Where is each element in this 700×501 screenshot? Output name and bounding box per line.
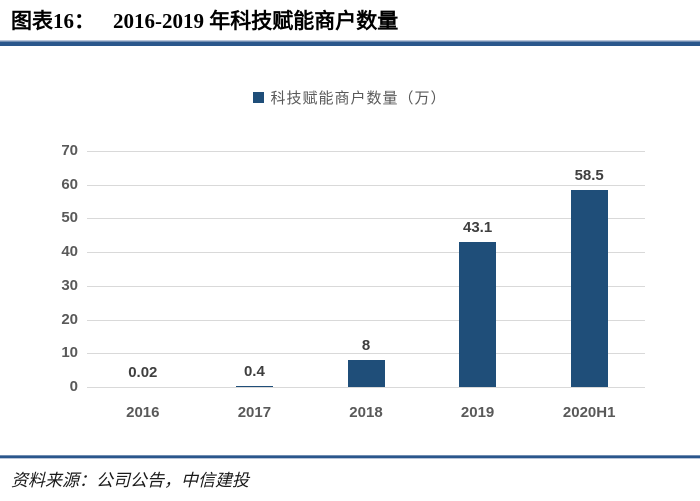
figure-number: 图表16： <box>11 9 95 33</box>
gridline <box>87 151 645 152</box>
source-note: 资料来源：公司公告，中信建投 <box>11 471 249 490</box>
gridline <box>87 218 645 220</box>
gridline <box>87 252 645 254</box>
bar-2019 <box>459 241 497 387</box>
chart-legend: 科技赋能商户数量（万） <box>0 87 700 108</box>
x-axis-label-2019: 2019 <box>460 404 495 421</box>
bar-2018 <box>347 360 385 387</box>
gridline <box>87 387 645 388</box>
x-axis-label-2016: 2016 <box>126 404 160 421</box>
gridline <box>87 319 645 321</box>
x-axis-label-2017: 2017 <box>237 404 272 421</box>
footer-divider <box>0 455 700 459</box>
data-label-2020H1: 58.5 <box>574 166 604 184</box>
figure-title: 图表16： 2016-2019 年科技赋能商户数量 <box>11 5 691 35</box>
bar-chart: 科技赋能商户数量（万） 0 10 20 30 40 50 60 70 0.02 2016 0.4 20… <box>0 87 700 421</box>
legend-swatch <box>253 92 265 103</box>
data-label-2019: 43.1 <box>462 218 493 236</box>
data-label-2017: 0.4 <box>243 362 265 380</box>
y-axis-tick-label: 40 <box>61 243 78 261</box>
y-axis-tick-label: 60 <box>61 175 78 193</box>
legend-label: 科技赋能商户数量（万） <box>270 90 447 107</box>
y-axis-tick-label: 70 <box>61 142 78 159</box>
data-label-2016: 0.02 <box>128 363 158 381</box>
gridline <box>87 353 645 355</box>
x-axis-label-2018: 2018 <box>349 404 383 421</box>
y-axis-tick-label: 0 <box>69 378 78 395</box>
x-axis-label-2020H1: 2020H1 <box>562 404 616 421</box>
y-axis-tick-label: 20 <box>61 310 78 328</box>
bar-2020H1 <box>570 189 608 387</box>
bar-2017 <box>235 385 273 387</box>
figure-title-text: 2016-2019 年科技赋能商户数量 <box>113 9 399 33</box>
data-label-2018: 8 <box>361 337 371 355</box>
y-axis-tick-label: 50 <box>61 209 78 227</box>
gridline <box>87 184 645 186</box>
y-axis-tick-label: 10 <box>61 344 78 362</box>
gridline <box>87 285 645 287</box>
title-divider <box>0 40 700 46</box>
y-axis-tick-label: 30 <box>61 276 78 294</box>
